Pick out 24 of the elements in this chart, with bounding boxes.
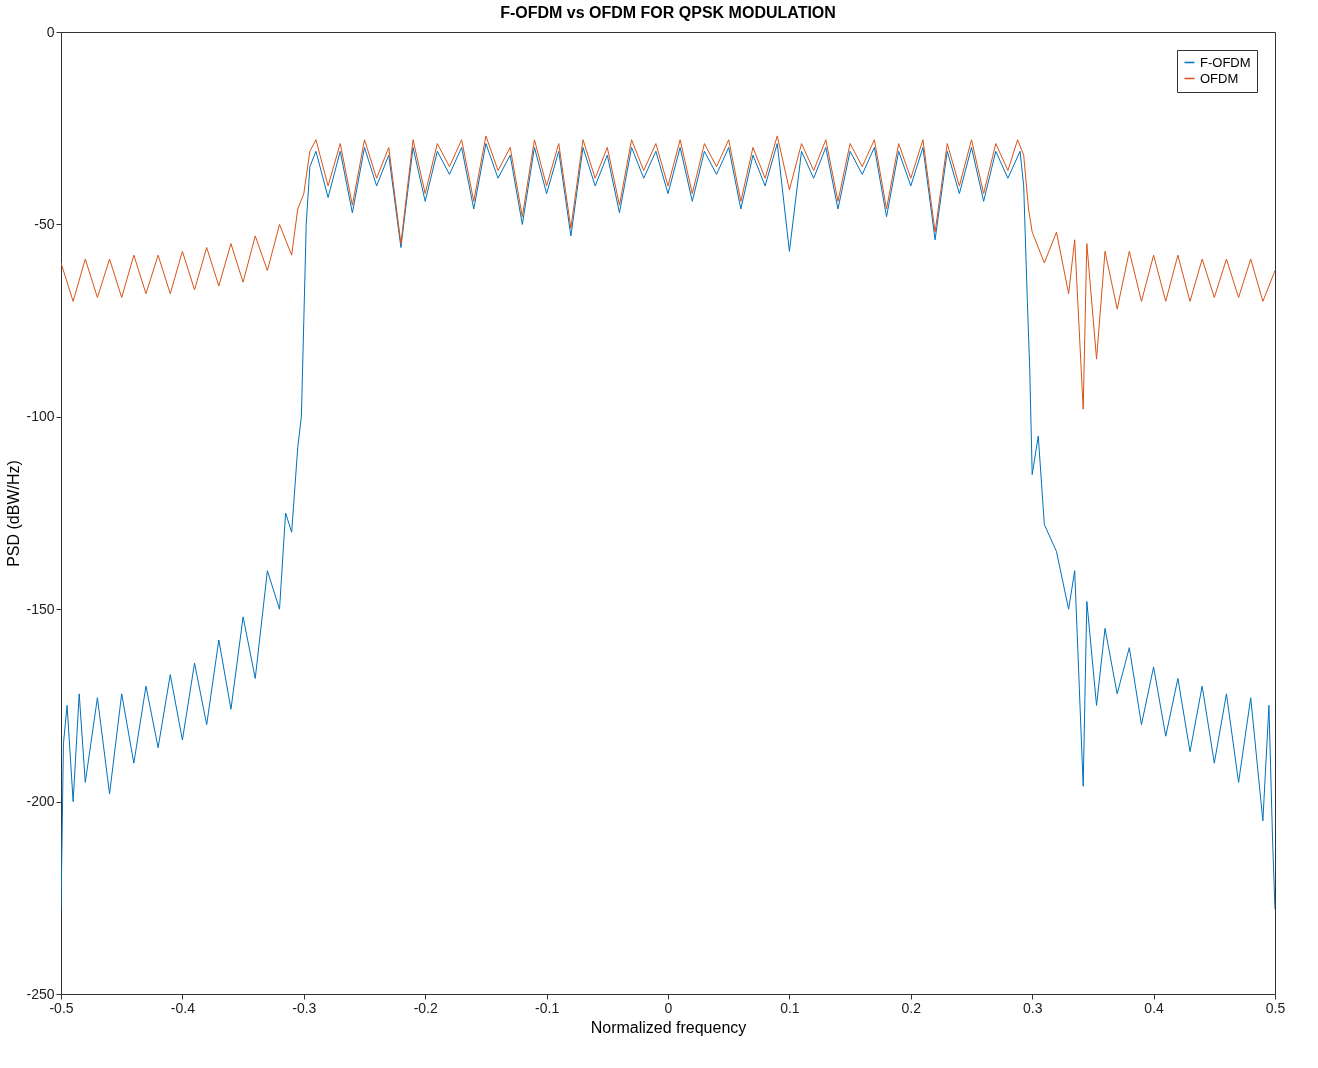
y-tick-label: -250 [26,985,55,1002]
y-axis-title: PSD (dBW/Hz) [5,460,23,567]
legend-label: OFDM [1200,70,1239,86]
line-series [61,135,1275,410]
chart-title: F-OFDM vs OFDM FOR QPSK MODULATION [500,4,836,21]
y-tick-label: -200 [26,793,55,810]
x-tick-label: 0 [664,999,673,1016]
x-tick-label: -0.4 [170,999,196,1016]
x-tick-label: -0.3 [292,999,317,1016]
y-tick-label: -50 [34,215,55,232]
y-tick-label: 0 [46,23,55,40]
legend-label: F-OFDM [1200,54,1251,70]
y-tick-label: -100 [26,408,55,425]
x-tick-label: -0.5 [49,999,74,1016]
y-tick-label: -150 [26,600,55,617]
x-tick-label: 0.4 [1144,999,1165,1016]
x-tick-label: 0.3 [1022,999,1043,1016]
x-tick-label: -0.2 [413,999,438,1016]
x-tick-label: 0.1 [780,999,800,1016]
line-series [61,143,1275,910]
x-tick-label: 0.5 [1265,999,1286,1016]
x-tick-label: -0.1 [535,999,560,1016]
x-tick-label: 0.2 [901,999,922,1016]
x-axis-title: Normalized frequency [590,1018,747,1036]
